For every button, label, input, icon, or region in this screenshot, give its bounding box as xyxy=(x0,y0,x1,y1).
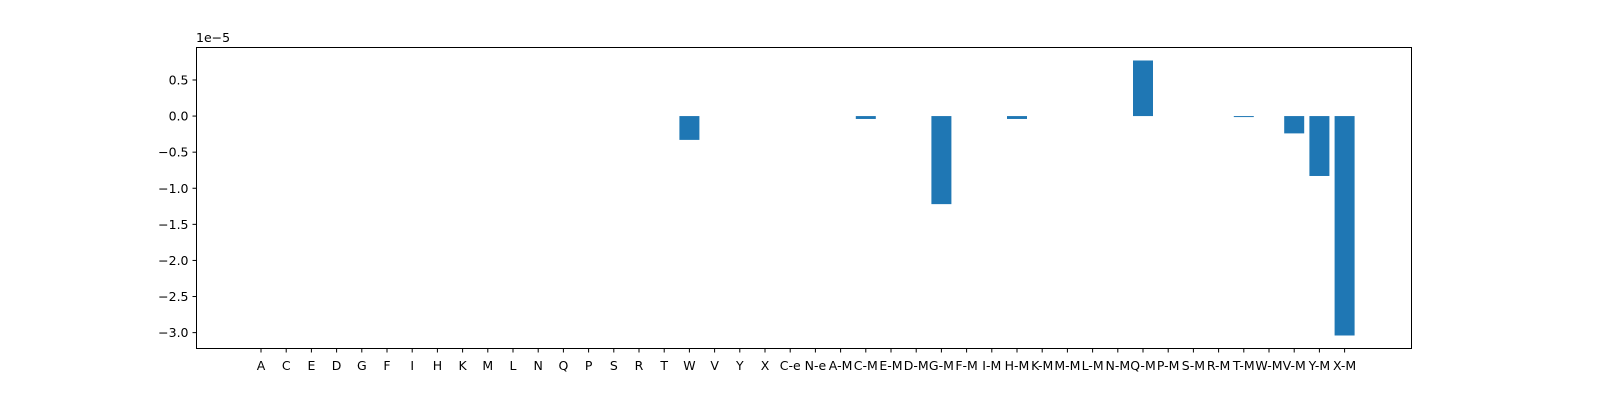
y-axis: 0.5 0.0 −0.5 −1.0 −1.5 −2.0 −2.5 −3.0 xyxy=(158,72,197,340)
x-tick-label: F-M xyxy=(955,358,978,373)
x-tick-label: K-M xyxy=(1031,358,1053,373)
x-tick-label: Q-M xyxy=(1130,358,1155,373)
bar-Q-M xyxy=(1133,60,1153,117)
x-tick-label: W xyxy=(683,358,695,373)
x-tick-label: P xyxy=(585,358,593,373)
x-tick-label: W-M xyxy=(1255,358,1282,373)
y-tick-label: −1.0 xyxy=(158,181,188,196)
y-offset-label: 1e−5 xyxy=(196,30,230,45)
x-tick-label: C-M xyxy=(854,358,878,373)
x-tick-label: X-M xyxy=(1333,358,1356,373)
bar-T-M xyxy=(1233,116,1254,118)
x-tick-label: N-M xyxy=(1105,358,1130,373)
x-tick-label: A-M xyxy=(829,358,853,373)
x-tick-label: M xyxy=(482,358,493,373)
x-tick-label: L xyxy=(510,358,517,373)
x-tick-label: Y xyxy=(735,358,744,373)
plot-frame xyxy=(196,47,1412,349)
bar-W xyxy=(679,116,700,140)
bar-G-M xyxy=(931,116,952,205)
x-tick-label: N xyxy=(534,358,543,373)
x-tick-label: E-M xyxy=(879,358,902,373)
x-tick-label: A xyxy=(257,358,266,373)
bar-H-M xyxy=(1007,116,1027,119)
y-tick-label: 0.0 xyxy=(169,109,189,124)
x-axis: A C E D G F I H K M L N Q P S R T W V Y X C-e N-e A-M C-M E-M D-M G… xyxy=(257,348,1356,373)
x-tick-label: Y-M xyxy=(1308,358,1330,373)
y-tick-label: −1.5 xyxy=(158,217,188,232)
bar-V-M xyxy=(1284,116,1305,134)
x-tick-label: V-M xyxy=(1283,358,1306,373)
x-tick-label: D xyxy=(332,358,342,373)
x-tick-label: T-M xyxy=(1232,358,1255,373)
bars-group xyxy=(679,60,1355,336)
x-tick-label: V xyxy=(710,358,719,373)
x-tick-label: H xyxy=(433,358,442,373)
x-tick-label: C-e xyxy=(780,358,801,373)
x-tick-label: L-M xyxy=(1082,358,1104,373)
y-tick-label: −2.5 xyxy=(158,289,188,304)
x-tick-label: R-M xyxy=(1207,358,1230,373)
x-tick-label: R xyxy=(635,358,644,373)
x-tick-label: C xyxy=(282,358,291,373)
x-tick-label: F xyxy=(383,358,390,373)
x-tick-label: D-M xyxy=(904,358,929,373)
y-tick-label: −3.0 xyxy=(158,325,188,340)
x-tick-label: M-M xyxy=(1054,358,1080,373)
y-tick-label: −2.0 xyxy=(158,253,188,268)
x-tick-label: K xyxy=(458,358,467,373)
x-tick-label: X xyxy=(761,358,770,373)
x-tick-label: G-M xyxy=(929,358,954,373)
x-tick-label: I-M xyxy=(982,358,1001,373)
x-tick-label: S-M xyxy=(1182,358,1205,373)
x-tick-label: I xyxy=(410,358,414,373)
x-tick-label: E xyxy=(307,358,315,373)
x-tick-label: G xyxy=(357,358,367,373)
x-tick-label: P-M xyxy=(1157,358,1180,373)
x-tick-label: T xyxy=(659,358,668,373)
x-tick-label: Q xyxy=(558,358,568,373)
y-tick-label: −0.5 xyxy=(158,145,188,160)
bar-C-M xyxy=(855,116,876,119)
y-tick-label: 0.5 xyxy=(169,72,189,87)
x-tick-label: H-M xyxy=(1005,358,1030,373)
bar-X-M xyxy=(1334,116,1355,336)
x-tick-label: N-e xyxy=(805,358,827,373)
x-tick-label: S xyxy=(610,358,618,373)
bar-Y-M xyxy=(1309,116,1330,176)
